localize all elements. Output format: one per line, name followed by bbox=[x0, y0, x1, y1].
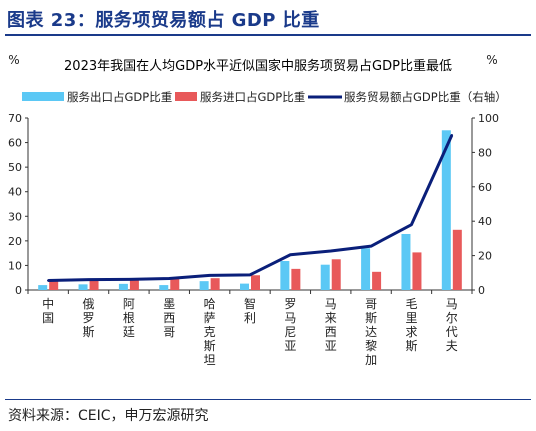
line-point bbox=[450, 134, 454, 137]
right-tick-label: 40 bbox=[478, 215, 492, 228]
bar-export bbox=[361, 248, 371, 290]
line-point bbox=[289, 253, 292, 256]
legend-label-import: 服务进口占GDP比重 bbox=[200, 90, 305, 104]
bar-import bbox=[89, 280, 99, 290]
left-tick-label: 40 bbox=[8, 186, 22, 199]
bar-import bbox=[331, 259, 341, 290]
footer-rule bbox=[5, 399, 531, 400]
bar-export bbox=[441, 130, 451, 290]
right-tick-label: 100 bbox=[478, 112, 499, 125]
category-label: 毛里求斯 bbox=[405, 297, 417, 353]
line-point bbox=[410, 223, 413, 226]
category-label: 哥斯达黎加 bbox=[365, 297, 377, 367]
bar-export bbox=[78, 284, 88, 290]
left-tick-label: 60 bbox=[8, 137, 22, 150]
bar-export bbox=[401, 233, 411, 290]
bar-import bbox=[170, 278, 180, 290]
category-label: 智利 bbox=[244, 296, 256, 325]
line-point bbox=[248, 273, 252, 277]
bar-export bbox=[320, 264, 330, 290]
legend-swatch-import bbox=[175, 92, 197, 101]
category-label: 罗马尼亚 bbox=[284, 297, 296, 353]
left-tick-label: 30 bbox=[8, 210, 22, 223]
line-total bbox=[48, 134, 454, 283]
chart-title: 2023年我国在人均GDP水平近似国家中服务项贸易占GDP比重最低 bbox=[64, 58, 452, 74]
bar-import bbox=[452, 229, 462, 290]
bar-export bbox=[240, 283, 249, 290]
line-point bbox=[329, 249, 332, 253]
figure-heading: 图表 23：服务项贸易额占 GDP 比重 bbox=[7, 10, 320, 31]
left-tick-label: 70 bbox=[8, 112, 22, 125]
left-tick-label: 10 bbox=[8, 259, 22, 272]
left-tick-label: 50 bbox=[8, 161, 22, 174]
right-tick-label: 0 bbox=[478, 284, 485, 297]
legend: 服务出口占GDP比重 服务进口占GDP比重 服务贸易额占GDP比重（右轴） bbox=[22, 90, 507, 104]
left-tick-label: 20 bbox=[8, 235, 22, 248]
line-point bbox=[87, 278, 90, 281]
line-point bbox=[208, 274, 211, 277]
left-tick-label: 0 bbox=[15, 284, 22, 297]
line-point bbox=[46, 279, 50, 282]
category-label: 马来西亚 bbox=[325, 297, 337, 353]
bars bbox=[38, 130, 462, 290]
bar-export bbox=[280, 261, 290, 290]
bar-import bbox=[412, 252, 422, 290]
legend-swatch-export bbox=[22, 92, 64, 101]
line-layer bbox=[46, 134, 454, 283]
legend-label-export: 服务出口占GDP比重 bbox=[67, 90, 172, 104]
bar-import bbox=[251, 275, 260, 290]
bar-import bbox=[210, 278, 220, 290]
figure-header: 图表 23：服务项贸易额占 GDP 比重 bbox=[5, 4, 531, 36]
axes: 0 10 20 30 40 50 60 70 0 20 40 60 80 100 bbox=[8, 112, 499, 297]
left-axis-unit: % bbox=[8, 53, 19, 67]
right-tick-label: 60 bbox=[478, 181, 492, 194]
header-rule bbox=[5, 34, 531, 36]
category-label: 阿根廷 bbox=[123, 297, 135, 339]
category-label: 墨西哥 bbox=[163, 297, 175, 339]
line-point bbox=[369, 244, 373, 248]
bar-export bbox=[118, 283, 128, 290]
chart: 2023年我国在人均GDP水平近似国家中服务项贸易占GDP比重最低 % % 服务… bbox=[8, 53, 507, 367]
bar-export bbox=[159, 285, 169, 290]
bar-import bbox=[49, 281, 59, 290]
line-point bbox=[168, 277, 171, 280]
bar-import bbox=[291, 268, 301, 290]
category-labels: 中国 俄罗斯 阿根廷 墨西哥 哈萨克斯坦 智利 罗马尼亚 马来西亚 哥斯达黎加 毛里求斯 马尔代夫 bbox=[42, 296, 458, 367]
bar-import bbox=[129, 280, 139, 290]
bar-export bbox=[38, 285, 48, 290]
legend-label-total: 服务贸易额占GDP比重（右轴） bbox=[344, 90, 507, 104]
category-label: 俄罗斯 bbox=[83, 297, 95, 339]
category-label: 中国 bbox=[42, 296, 54, 325]
right-axis-unit: % bbox=[486, 53, 497, 67]
line-point bbox=[127, 278, 131, 281]
source-note: 资料来源：CEIC，申万宏源研究 bbox=[8, 408, 209, 424]
bar-export bbox=[199, 281, 209, 290]
right-tick-label: 20 bbox=[478, 250, 492, 263]
category-label: 马尔代夫 bbox=[446, 297, 458, 353]
right-tick-label: 80 bbox=[478, 146, 492, 159]
bar-import bbox=[372, 271, 382, 290]
category-label: 哈萨克斯坦 bbox=[204, 297, 216, 367]
